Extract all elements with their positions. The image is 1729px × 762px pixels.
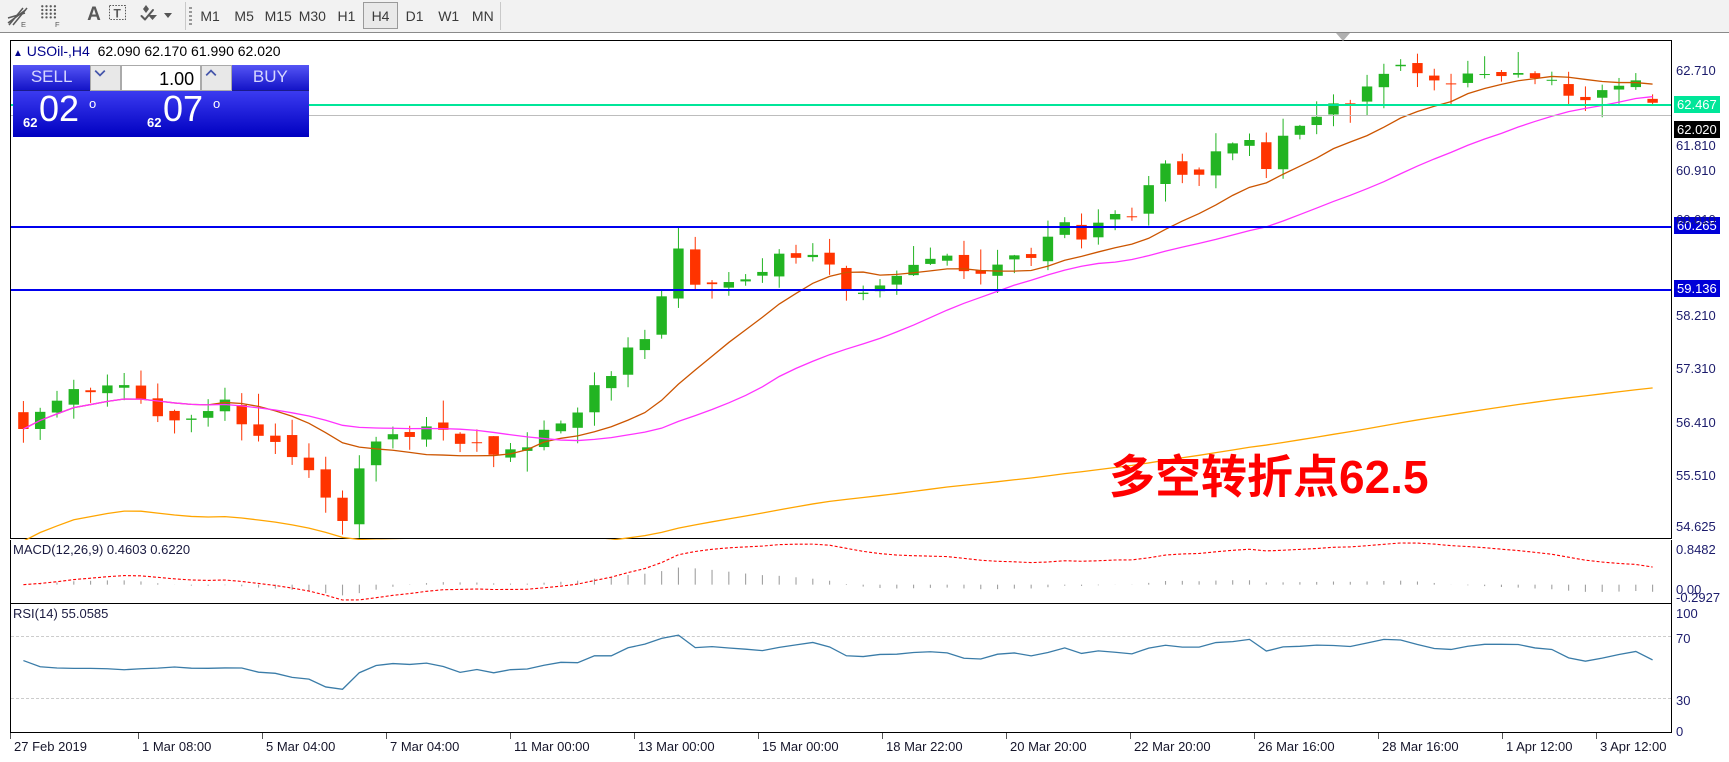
svg-text:T: T	[114, 7, 122, 21]
svg-text:F: F	[55, 20, 60, 28]
svg-text:E: E	[21, 20, 26, 28]
